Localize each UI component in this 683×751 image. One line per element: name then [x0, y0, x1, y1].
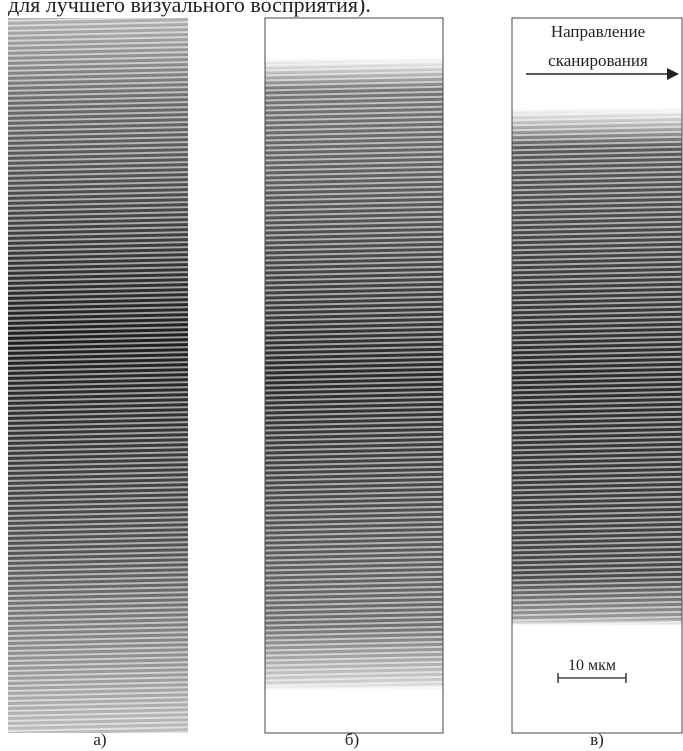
stripe-overlay [8, 18, 188, 733]
figure: для лучшего визуального восприятия). а) … [0, 0, 683, 751]
annotation-line2: сканирования [548, 51, 648, 70]
annotation-line1: Направление [551, 22, 645, 41]
stripe-overlay [512, 18, 682, 733]
caption-fragment: для лучшего визуального восприятия). [8, 0, 371, 17]
panel-label: в) [590, 730, 604, 749]
panel-c: Направление сканирования 10 мкм в) [512, 18, 682, 749]
panel-label: б) [345, 730, 359, 749]
panel-a: а) [8, 18, 188, 749]
panel-label: а) [93, 730, 106, 749]
panel-b: б) [265, 18, 443, 749]
stripe-overlay [265, 18, 443, 733]
scale-bar-label: 10 мкм [568, 657, 616, 674]
